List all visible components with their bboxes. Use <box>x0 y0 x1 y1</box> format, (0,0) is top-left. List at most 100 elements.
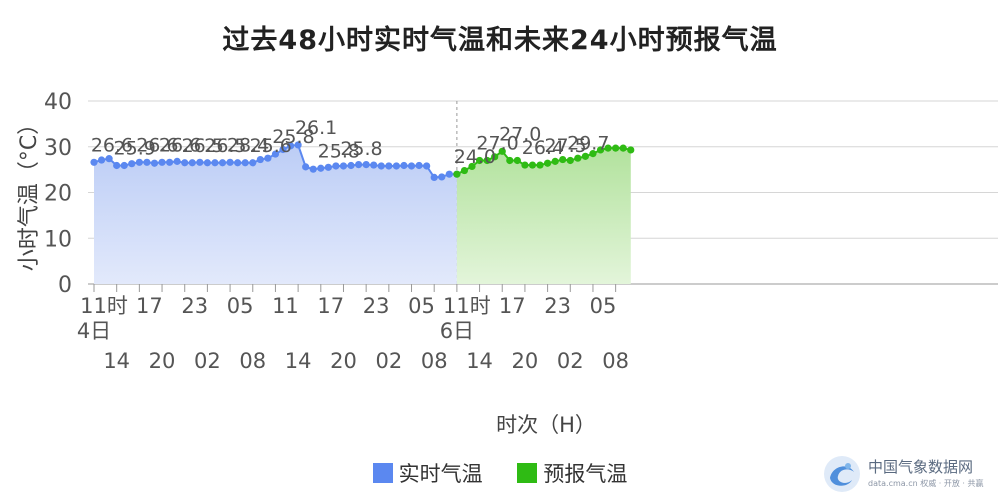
y-axis-title: 小时气温（°C） <box>17 113 42 271</box>
data-point <box>271 150 280 158</box>
data-label: 24.0 <box>454 146 496 168</box>
data-point <box>551 157 559 165</box>
brand-tagline: 权威 · 开放 · 共赢 <box>920 479 984 488</box>
data-point <box>423 162 431 170</box>
data-point <box>218 159 227 167</box>
brand-name: 中国气象数据网 <box>868 458 974 476</box>
legend-label-observed: 实时气温 <box>398 462 483 486</box>
data-label: 26.6 <box>91 134 133 156</box>
data-point <box>589 150 597 158</box>
data-point <box>392 162 400 170</box>
data-label: 29.7 <box>567 132 609 154</box>
x-tick-label: 02 <box>557 349 584 373</box>
data-point <box>453 170 461 178</box>
data-label: 27.0 <box>476 132 518 154</box>
data-point <box>604 144 612 152</box>
data-label: 25.6 <box>250 135 292 157</box>
x-tick-label: 23 <box>544 294 571 318</box>
x-axis-title: 时次（H） <box>496 413 596 437</box>
data-point <box>362 160 370 169</box>
data-label: 26.4 <box>522 137 564 159</box>
x-tick-label: 17 <box>499 294 526 318</box>
x-tick-label: 20 <box>149 349 176 373</box>
data-point <box>475 156 484 165</box>
data-point <box>286 142 295 150</box>
x-tick-sublabel: 6日 <box>440 319 474 343</box>
x-tick-label: 02 <box>194 349 221 373</box>
data-point <box>226 158 234 166</box>
data-point <box>97 156 106 164</box>
data-point <box>181 159 189 167</box>
x-tick-label: 14 <box>103 349 130 373</box>
data-point <box>294 141 302 149</box>
legend-item-observed[interactable]: 实时气温 <box>372 458 483 488</box>
legend-swatch-forecast <box>517 463 538 483</box>
data-point <box>566 156 574 165</box>
x-tick-label: 11时 <box>80 294 128 318</box>
x-tick-label: 11时 <box>443 294 491 318</box>
data-point <box>370 161 378 169</box>
data-label: 26.1 <box>295 117 337 139</box>
x-tick-label: 14 <box>466 349 493 373</box>
data-point <box>596 146 605 154</box>
x-tick-label: 05 <box>590 294 617 318</box>
data-point <box>438 173 446 181</box>
x-tick-label: 20 <box>512 349 539 373</box>
data-point <box>241 159 249 167</box>
data-point <box>196 158 204 166</box>
data-point <box>445 170 453 178</box>
data-label: 26.6 <box>136 134 178 156</box>
data-point <box>166 158 174 166</box>
legend-label-forecast: 预报气温 <box>543 462 628 486</box>
data-point <box>150 159 159 167</box>
data-point <box>612 144 620 152</box>
x-tick-label: 11 <box>272 294 299 318</box>
x-tick-label: 08 <box>421 349 448 373</box>
data-point <box>302 163 310 171</box>
data-point <box>513 156 521 165</box>
data-point <box>256 155 264 164</box>
data-label: 26.5 <box>182 135 224 157</box>
y-tick-label: 40 <box>44 90 72 115</box>
data-point <box>317 164 325 172</box>
data-label: 26.5 <box>204 135 246 157</box>
data-point <box>264 154 272 162</box>
y-tick-label: 0 <box>58 273 72 298</box>
x-tick-label: 23 <box>363 294 390 318</box>
x-tick-label: 08 <box>602 349 629 373</box>
data-point <box>400 161 408 170</box>
x-tick-label: 08 <box>239 349 266 373</box>
data-point <box>211 159 219 167</box>
x-tick-label: 17 <box>136 294 163 318</box>
brand-logo-icon <box>824 456 860 492</box>
data-point <box>135 158 143 166</box>
data-point <box>581 152 590 160</box>
data-point <box>559 155 567 164</box>
y-tick-label: 20 <box>44 182 72 207</box>
data-point <box>324 163 332 171</box>
y-tick-label: 10 <box>44 227 72 252</box>
data-label: 25.8 <box>340 138 382 160</box>
data-point <box>468 162 476 171</box>
data-point <box>627 146 635 154</box>
data-label: 27.5 <box>544 135 586 157</box>
data-point <box>377 162 385 170</box>
legend-item-forecast[interactable]: 预报气温 <box>517 458 627 488</box>
data-label: 25.9 <box>114 138 156 160</box>
x-tick-label: 20 <box>330 349 357 373</box>
data-point <box>385 162 393 170</box>
x-tick-label: 23 <box>181 294 208 318</box>
data-point <box>544 159 552 167</box>
x-tick-label: 05 <box>227 294 254 318</box>
data-point <box>355 160 363 169</box>
data-point <box>536 161 544 169</box>
data-point <box>173 157 181 165</box>
data-point <box>158 158 166 166</box>
data-label: 28.4 <box>227 134 269 156</box>
data-point <box>506 156 514 165</box>
data-point <box>143 158 151 166</box>
data-point <box>498 147 506 155</box>
data-point <box>407 162 416 170</box>
chart-legend: 实时气温 预报气温 <box>0 458 1000 488</box>
